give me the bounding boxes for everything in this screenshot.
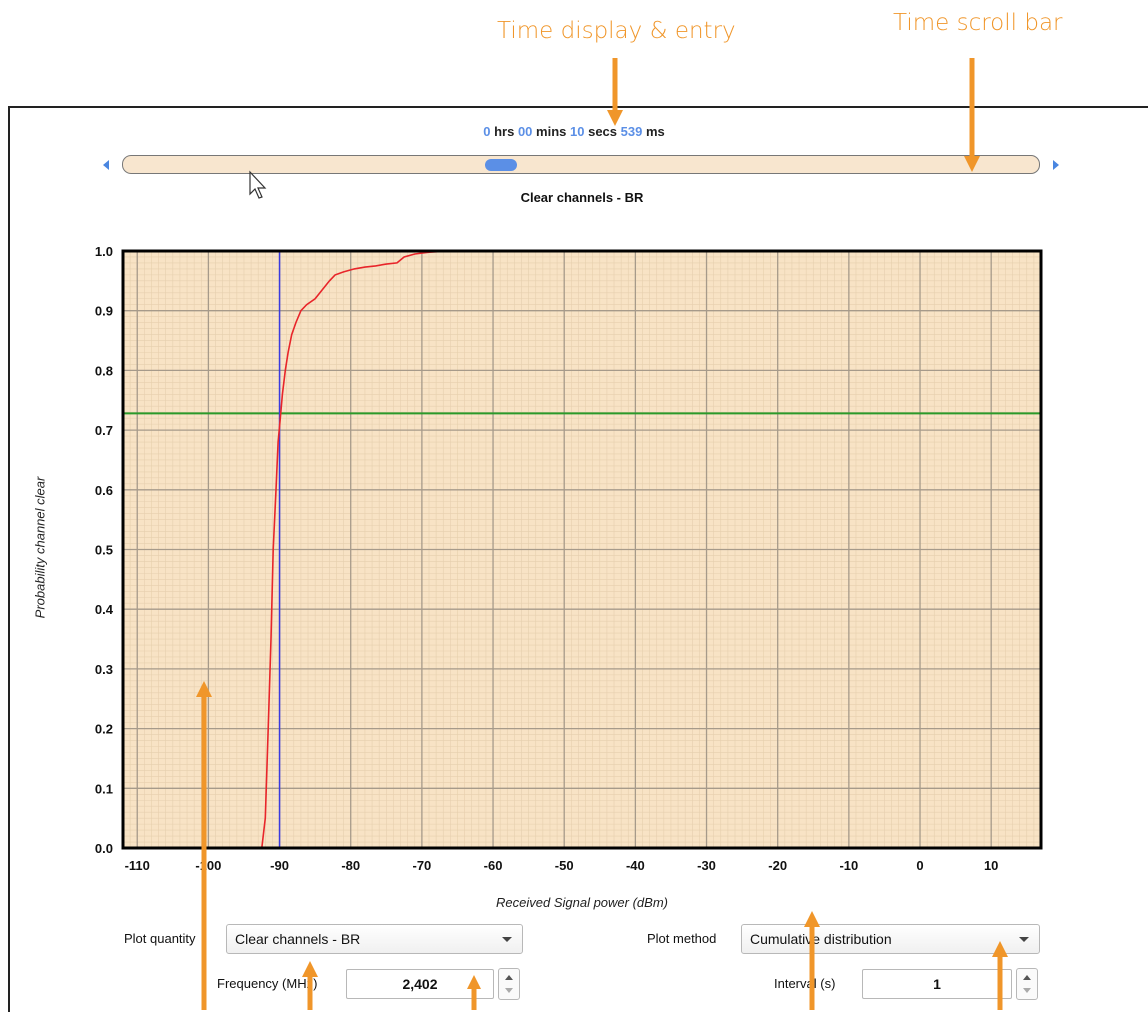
callout-time-display: Time display & entry bbox=[497, 18, 736, 44]
plot-frame bbox=[121, 249, 1043, 850]
time-secs-label: secs bbox=[588, 124, 618, 139]
y-tick-labels: 0.0 0.1 0.2 0.3 0.4 0.5 0.6 0.7 0.8 0.9 1.0 bbox=[95, 244, 114, 856]
x-tick-label: -20 bbox=[768, 858, 787, 873]
plot-quantity-label: Plot quantity bbox=[124, 931, 196, 946]
plot-method-value: Cumulative distribution bbox=[750, 931, 892, 947]
y-tick-label: 1.0 bbox=[95, 244, 113, 259]
y-tick-label: 0.3 bbox=[95, 662, 113, 677]
frequency-label: Frequency (MHz) bbox=[217, 976, 318, 991]
stepper-up-icon[interactable] bbox=[505, 975, 513, 980]
cumulative-distribution-curve bbox=[261, 250, 479, 849]
x-tick-label: -30 bbox=[697, 858, 716, 873]
time-ms-value[interactable]: 539 bbox=[620, 124, 643, 139]
chevron-down-icon bbox=[502, 937, 512, 942]
x-axis-label: Received Signal power (dBm) bbox=[496, 895, 668, 910]
y-tick-label: 0.5 bbox=[95, 543, 113, 558]
x-tick-label: -10 bbox=[839, 858, 858, 873]
x-tick-labels: -110 -100 -90 -80 -70 -60 -50 -40 -30 -20 -10 0 10 bbox=[125, 858, 999, 873]
time-scroll-bar[interactable] bbox=[122, 155, 1040, 174]
time-mins-value[interactable]: 00 bbox=[517, 124, 533, 139]
time-hrs-value[interactable]: 0 bbox=[483, 124, 491, 139]
y-tick-label: 0.6 bbox=[95, 483, 113, 498]
interval-label: Interval (s) bbox=[774, 976, 836, 991]
x-tick-label: -80 bbox=[341, 858, 360, 873]
x-tick-label: -90 bbox=[270, 858, 289, 873]
y-tick-label: 0.8 bbox=[95, 363, 113, 378]
y-tick-label: 0.4 bbox=[95, 602, 114, 617]
stepper-down-icon[interactable] bbox=[1023, 988, 1031, 993]
x-tick-label: -110 bbox=[125, 858, 150, 873]
plot-method-select[interactable]: Cumulative distribution bbox=[741, 924, 1040, 954]
y-tick-label: 0.9 bbox=[95, 304, 113, 319]
y-tick-label: 0.0 bbox=[95, 841, 113, 856]
plot-quantity-value: Clear channels - BR bbox=[235, 931, 361, 947]
frequency-input[interactable]: 2,402 bbox=[346, 969, 494, 999]
time-scroll-thumb[interactable] bbox=[485, 159, 517, 171]
time-secs-value[interactable]: 10 bbox=[570, 124, 585, 139]
scroll-left-arrow-icon[interactable] bbox=[103, 160, 109, 170]
time-display[interactable]: 0 hrs 00 mins 10 secs 539 ms bbox=[0, 124, 1148, 139]
time-mins-label: mins bbox=[536, 124, 567, 139]
x-tick-label: -50 bbox=[555, 858, 574, 873]
callout-time-scroll-bar: Time scroll bar bbox=[893, 10, 1063, 36]
x-tick-label: -40 bbox=[626, 858, 645, 873]
plot-method-label: Plot method bbox=[647, 931, 717, 946]
time-ms-label: ms bbox=[645, 124, 665, 139]
y-tick-label: 0.7 bbox=[95, 423, 113, 438]
x-tick-label: -70 bbox=[412, 858, 431, 873]
chevron-down-icon bbox=[1019, 937, 1029, 942]
probability-chart: 0.0 0.1 0.2 0.3 0.4 0.5 0.6 0.7 0.8 0.9 1.0 -110 -1… bbox=[95, 244, 1043, 873]
x-tick-label: -60 bbox=[484, 858, 503, 873]
x-tick-label: 10 bbox=[984, 858, 998, 873]
plot-quantity-select[interactable]: Clear channels - BR bbox=[226, 924, 523, 954]
time-hrs-label: hrs bbox=[494, 124, 515, 139]
y-axis-label: Probability channel clear bbox=[32, 476, 48, 619]
interval-stepper[interactable] bbox=[1016, 968, 1038, 1000]
x-tick-label: 0 bbox=[916, 858, 923, 873]
chart-title: Clear channels - BR bbox=[520, 190, 644, 205]
stepper-down-icon[interactable] bbox=[505, 988, 513, 993]
mouse-pointer-icon bbox=[249, 170, 267, 199]
y-tick-label: 0.2 bbox=[95, 722, 113, 737]
frequency-stepper[interactable] bbox=[498, 968, 520, 1000]
x-tick-label: -100 bbox=[195, 858, 221, 873]
y-tick-label: 0.1 bbox=[95, 781, 113, 796]
interval-input[interactable]: 1 bbox=[862, 969, 1012, 999]
stepper-up-icon[interactable] bbox=[1023, 975, 1031, 980]
scroll-right-arrow-icon[interactable] bbox=[1053, 160, 1059, 170]
